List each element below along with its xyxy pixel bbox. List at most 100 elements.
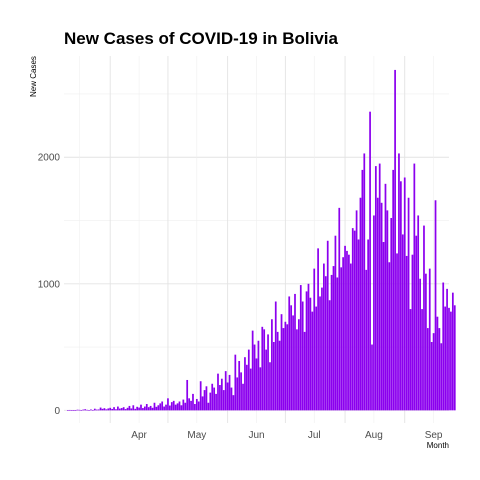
bar <box>232 395 235 411</box>
x-tick-label: Sep <box>425 430 443 441</box>
bar <box>434 200 437 411</box>
bar <box>151 407 154 411</box>
bar <box>340 267 343 411</box>
bar <box>388 262 391 411</box>
y-tick-label: 2000 <box>38 153 61 164</box>
bar <box>359 197 362 411</box>
bar <box>324 276 327 411</box>
bar <box>380 202 383 411</box>
bar <box>400 181 402 411</box>
bar <box>382 242 385 411</box>
bar <box>126 407 129 411</box>
bar <box>184 402 187 411</box>
bar <box>101 408 104 411</box>
bar <box>423 225 425 411</box>
bar <box>336 277 339 411</box>
bar <box>167 398 169 411</box>
bar <box>292 315 294 411</box>
bar <box>132 405 135 411</box>
bar <box>201 396 204 411</box>
bar <box>349 263 352 411</box>
bar <box>355 210 358 411</box>
bar <box>272 342 275 411</box>
bar <box>226 382 229 411</box>
bar <box>290 305 293 411</box>
bar <box>82 409 85 411</box>
bar <box>217 373 219 411</box>
bar <box>394 69 396 411</box>
bar <box>215 393 217 411</box>
bar <box>103 408 106 411</box>
x-tick-label: Aug <box>365 430 383 441</box>
bar <box>130 408 133 411</box>
bar <box>80 410 83 411</box>
bar <box>120 408 123 411</box>
bar <box>220 378 223 411</box>
bar <box>155 406 158 411</box>
bar <box>274 301 277 411</box>
bar <box>105 409 108 411</box>
bar <box>407 197 410 411</box>
bar <box>432 333 435 411</box>
bar <box>376 197 379 411</box>
bar <box>342 257 344 411</box>
bar <box>265 349 267 411</box>
bar <box>405 255 408 411</box>
x-tick-label: Apr <box>131 430 147 441</box>
bar <box>247 349 250 411</box>
bar <box>122 407 125 411</box>
bar <box>86 409 88 411</box>
bar <box>386 210 389 411</box>
bar <box>230 387 233 411</box>
bar <box>211 383 214 411</box>
bar <box>398 153 400 411</box>
bar <box>357 239 360 411</box>
bar <box>246 364 248 411</box>
bar <box>338 207 341 411</box>
bar <box>392 169 395 411</box>
bar <box>172 400 175 411</box>
bar <box>311 311 314 411</box>
bar <box>415 235 418 411</box>
bar <box>369 111 371 411</box>
bar <box>419 278 421 411</box>
bar <box>413 163 416 411</box>
bar <box>207 402 210 411</box>
bar <box>307 283 310 411</box>
bar <box>426 328 429 411</box>
bar <box>326 240 329 411</box>
bar <box>442 282 445 411</box>
bar <box>186 379 189 411</box>
bar <box>269 362 271 411</box>
bar <box>213 387 216 411</box>
bar <box>284 321 287 411</box>
bar <box>451 292 454 411</box>
bar <box>136 406 139 411</box>
bar <box>170 402 173 411</box>
bar <box>267 334 269 411</box>
bar <box>147 407 150 411</box>
bar <box>205 386 208 411</box>
bar <box>224 371 227 411</box>
bar <box>140 404 142 411</box>
bar <box>365 269 368 411</box>
bar <box>363 153 366 411</box>
bar <box>99 407 102 411</box>
bar <box>145 404 148 411</box>
bar <box>197 401 200 411</box>
bar <box>90 409 92 411</box>
bar <box>351 228 354 411</box>
bar <box>361 169 364 411</box>
bar <box>446 288 448 411</box>
y-axis-ticks: 0 1000 2000 <box>38 153 61 417</box>
bar <box>299 285 302 411</box>
bar <box>222 390 225 411</box>
bar <box>390 217 393 411</box>
bar <box>203 390 206 411</box>
bar <box>373 215 375 411</box>
bar <box>321 287 323 411</box>
bars <box>66 69 456 411</box>
bar <box>403 177 406 411</box>
bar <box>107 408 110 411</box>
bar <box>421 309 423 411</box>
